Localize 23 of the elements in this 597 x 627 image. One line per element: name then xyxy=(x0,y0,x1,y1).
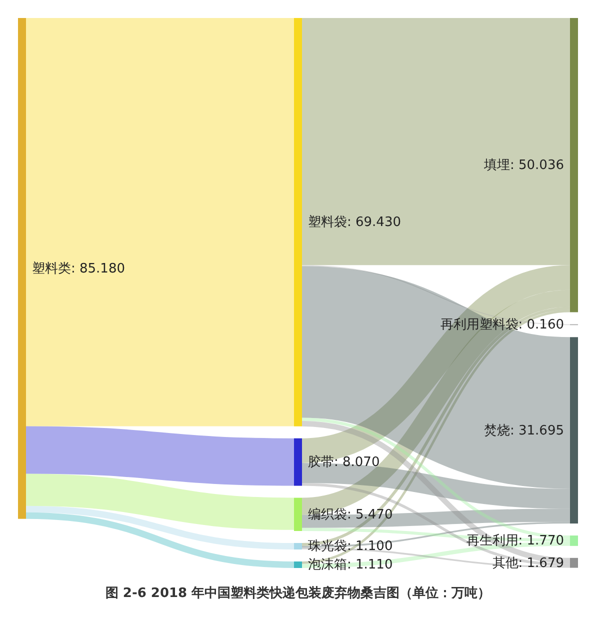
data-label: : 1.110 xyxy=(347,557,393,572)
category-label: 塑料袋 xyxy=(308,214,347,230)
category-label: 珠光袋 xyxy=(308,538,347,554)
category-label: 填埋 xyxy=(483,158,510,173)
data-label: : 1.679 xyxy=(518,555,564,570)
category-label: 再生利用 xyxy=(466,533,518,548)
data-label: : 5.470 xyxy=(347,506,393,522)
data-label: : 1.770 xyxy=(518,533,564,548)
data-label: : 31.695 xyxy=(510,422,564,438)
data-label: : 50.036 xyxy=(510,158,564,173)
data-label: : 69.430 xyxy=(347,214,401,230)
category-label: 焚烧 xyxy=(484,422,510,438)
category-label: 塑料类 xyxy=(32,260,71,276)
data-label: : 0.160 xyxy=(518,317,564,332)
category-label: 胶带 xyxy=(308,454,334,470)
data-label: : 1.100 xyxy=(347,538,393,554)
category-label: 泡沫箱 xyxy=(308,557,347,572)
data-label: : 85.180 xyxy=(71,260,125,276)
category-label: 再利用塑料袋 xyxy=(440,316,518,332)
category-label: 其他 xyxy=(492,555,518,570)
data-label: : 8.070 xyxy=(334,454,380,470)
category-label: 编织袋 xyxy=(308,506,347,522)
text: 图 2-6 2018 年中国塑料类快递包装废弃物桑吉图（单位：万吨） xyxy=(104,584,492,602)
